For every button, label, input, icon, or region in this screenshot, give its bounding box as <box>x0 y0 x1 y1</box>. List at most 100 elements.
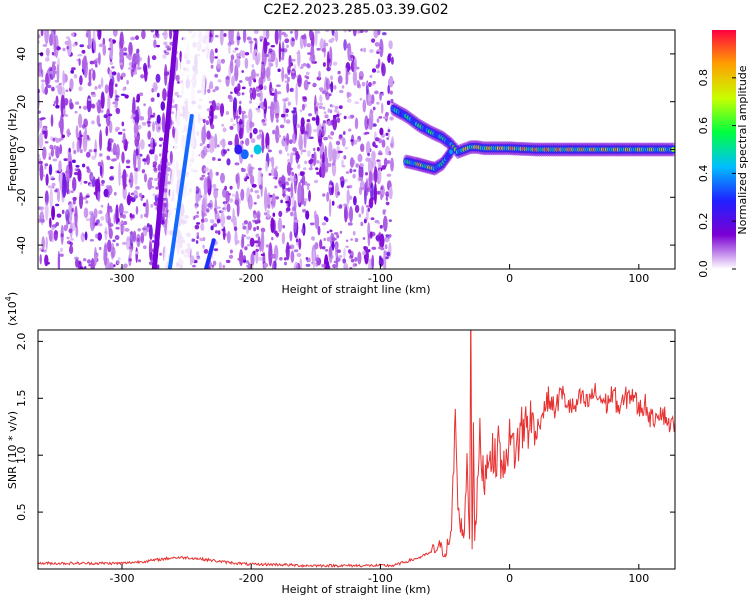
noise-speckle <box>65 209 70 222</box>
snr-y-multiplier-exponent: 4 <box>4 296 13 301</box>
noise-speckle <box>372 106 376 111</box>
noise-speckle <box>321 222 327 226</box>
noise-speckle <box>282 135 286 140</box>
noise-speckle <box>206 108 212 112</box>
noise-speckle <box>201 174 206 178</box>
noise-speckle <box>244 57 249 69</box>
noise-speckle <box>346 189 350 205</box>
noise-speckle <box>59 253 64 257</box>
noise-speckle <box>201 126 207 145</box>
noise-speckle <box>94 247 97 266</box>
noise-speckle <box>284 181 289 185</box>
noise-speckle <box>52 137 56 142</box>
noise-speckle <box>158 137 164 142</box>
noise-speckle <box>390 157 394 172</box>
noise-speckle <box>179 50 182 63</box>
noise-speckle <box>271 156 275 169</box>
noise-speckle <box>159 144 162 147</box>
noise-speckle <box>95 63 98 68</box>
noise-speckle <box>334 182 339 199</box>
noise-speckle <box>75 101 80 105</box>
noise-speckle <box>251 138 256 144</box>
noise-speckle <box>159 153 162 157</box>
noise-speckle <box>383 261 387 269</box>
noise-speckle <box>95 102 100 106</box>
noise-speckle <box>99 153 103 157</box>
noise-speckle <box>38 72 42 77</box>
noise-speckle <box>255 107 260 111</box>
noise-speckle <box>328 38 334 43</box>
noise-speckle <box>242 259 247 263</box>
noise-speckle <box>196 251 200 257</box>
noise-speckle <box>316 254 319 258</box>
noise-speckle <box>119 48 124 60</box>
noise-speckle <box>136 237 140 242</box>
noise-speckle <box>222 264 226 269</box>
noise-speckle <box>343 247 346 259</box>
noise-speckle <box>165 197 169 213</box>
noise-speckle <box>273 260 277 269</box>
noise-speckle <box>98 43 104 48</box>
noise-speckle <box>105 125 109 137</box>
noise-speckle <box>54 189 58 193</box>
noise-speckle <box>225 190 230 203</box>
noise-speckle <box>210 64 214 69</box>
noise-speckle <box>291 38 295 42</box>
noise-speckle <box>322 62 326 67</box>
noise-speckle <box>171 111 175 115</box>
noise-speckle <box>270 45 275 48</box>
noise-speckle <box>88 30 91 50</box>
noise-speckle <box>293 219 299 223</box>
noise-speckle <box>204 213 207 217</box>
noise-speckle <box>130 36 136 41</box>
noise-speckle <box>108 47 112 51</box>
noise-speckle <box>75 125 79 139</box>
noise-speckle <box>233 97 237 113</box>
noise-speckle <box>231 30 234 43</box>
noise-speckle <box>354 204 360 214</box>
noise-speckle <box>308 190 311 202</box>
noise-speckle <box>378 257 384 267</box>
noise-speckle <box>243 114 248 119</box>
noise-speckle <box>348 51 354 55</box>
noise-speckle <box>241 168 246 173</box>
noise-speckle <box>232 208 235 226</box>
noise-speckle <box>359 30 364 33</box>
noise-speckle <box>385 132 389 136</box>
noise-speckle <box>343 30 347 33</box>
noise-speckle <box>326 66 331 72</box>
noise-speckle <box>286 133 290 146</box>
noise-speckle <box>230 91 233 95</box>
noise-speckle <box>266 210 270 214</box>
noise-speckle <box>226 231 231 244</box>
y-tick-label: 0 <box>15 146 28 153</box>
noise-speckle <box>83 266 87 269</box>
y-tick-label: 1.0 <box>15 446 28 464</box>
noise-speckle <box>255 87 261 92</box>
noise-speckle <box>331 237 336 241</box>
noise-speckle <box>365 205 370 208</box>
noise-speckle <box>39 118 43 129</box>
noise-speckle <box>271 253 276 259</box>
noise-speckle <box>44 201 49 221</box>
spectrogram-x-axis-label: Height of straight line (km) <box>281 283 430 296</box>
noise-speckle <box>364 258 369 264</box>
noise-speckle <box>219 103 225 116</box>
noise-speckle <box>83 180 88 184</box>
noise-speckle <box>82 163 86 168</box>
noise-speckle <box>277 217 283 233</box>
noise-speckle <box>282 98 287 102</box>
noise-speckle <box>150 203 154 208</box>
noise-speckle <box>99 164 103 177</box>
noise-speckle <box>51 51 55 56</box>
noise-speckle <box>302 149 307 153</box>
noise-speckle <box>296 252 302 258</box>
noise-speckle <box>142 202 147 207</box>
noise-speckle <box>336 234 340 239</box>
spectrogram-x-ticks: -300 -200 -100 0 100 <box>110 264 649 285</box>
noise-speckle <box>232 123 236 127</box>
noise-speckle <box>324 249 329 252</box>
noise-speckle <box>89 183 93 187</box>
noise-speckle <box>140 214 143 219</box>
